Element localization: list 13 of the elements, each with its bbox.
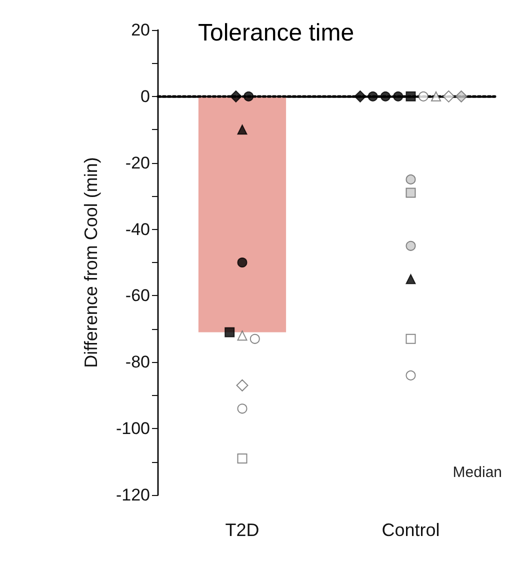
y-tick-label: -80 — [125, 352, 150, 372]
x-tick-label: Control — [382, 520, 440, 540]
x-tick-label: T2D — [225, 520, 260, 540]
chart-title: Tolerance time — [198, 20, 354, 46]
y-tick-label: -100 — [116, 419, 150, 438]
y-tick-label: -20 — [125, 153, 150, 172]
y-axis-title: Difference from Cool (min) — [81, 157, 101, 368]
y-tick-label: 20 — [131, 20, 150, 40]
y-tick-label: -40 — [125, 220, 150, 239]
annotation: Median — [452, 464, 502, 481]
y-tick-label: -60 — [125, 286, 150, 306]
y-tick-label: 0 — [140, 86, 150, 106]
y-tick-label: -120 — [116, 486, 150, 504]
